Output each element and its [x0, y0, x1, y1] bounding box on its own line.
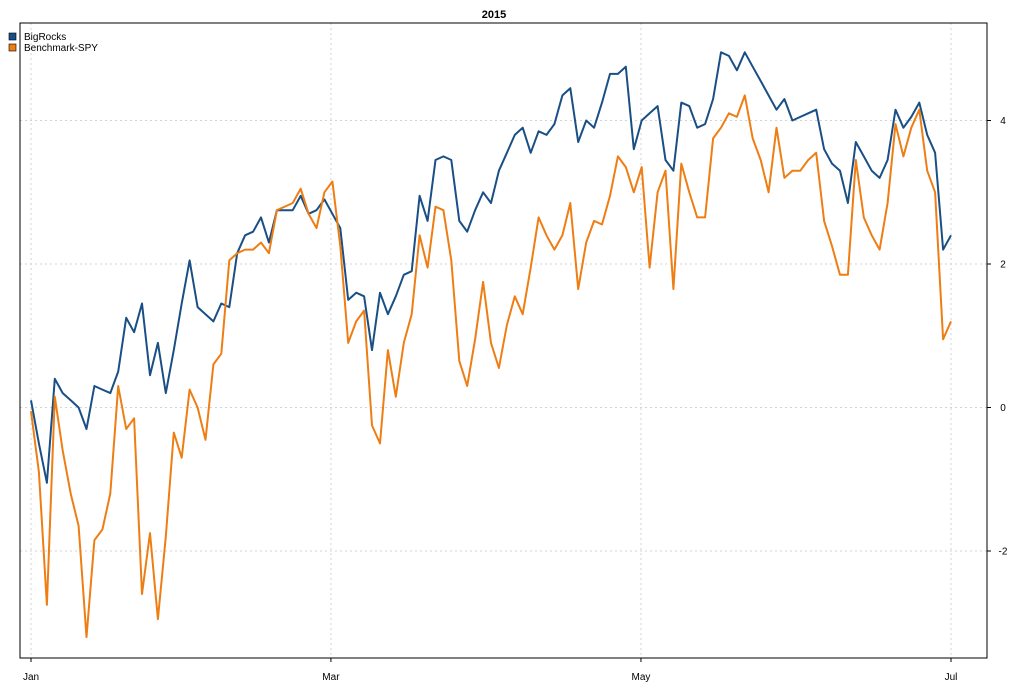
legend-label: Benchmark-SPY — [24, 43, 98, 54]
axes: Jan Mar May Jul -2 0 2 4 — [23, 116, 1008, 683]
y-tick-label: 2 — [1000, 260, 1006, 271]
legend-label: BigRocks — [24, 32, 66, 43]
x-tick-label: Jan — [23, 672, 39, 683]
y-tick-label: -2 — [999, 547, 1008, 558]
series-line-benchmark-spy — [30, 94, 952, 639]
series-layer — [30, 51, 952, 639]
y-tick-label: 4 — [1000, 116, 1006, 127]
series-line-bigrocks — [30, 51, 952, 484]
x-tick-label: Mar — [322, 672, 340, 683]
chart-title: 2015 — [482, 9, 506, 21]
y-tick-label: 0 — [1000, 403, 1006, 414]
plot-frame — [19, 22, 988, 659]
grid — [20, 23, 987, 658]
x-tick-label: Jul — [945, 672, 958, 683]
x-tick-label: May — [632, 672, 651, 683]
legend-swatch — [8, 32, 17, 41]
legend-swatch — [8, 43, 17, 52]
